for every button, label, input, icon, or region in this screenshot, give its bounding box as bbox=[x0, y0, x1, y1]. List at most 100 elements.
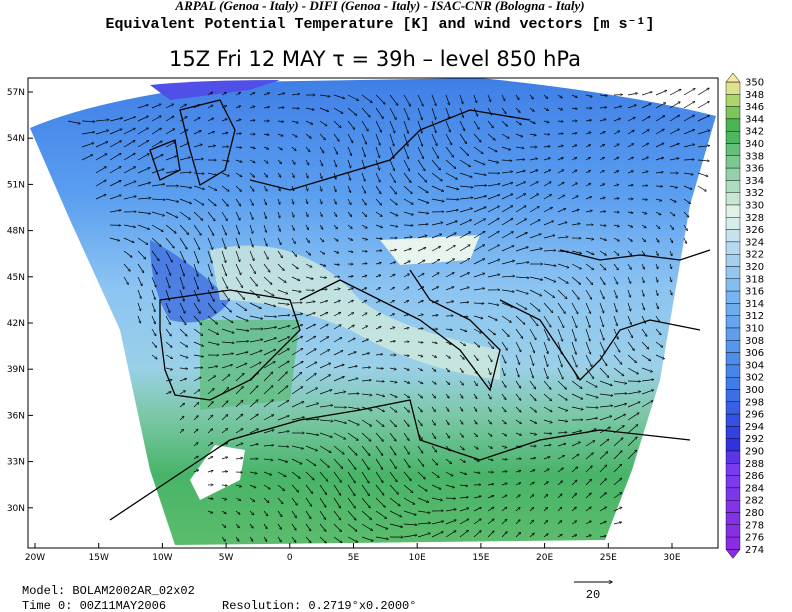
wind-vector bbox=[473, 288, 485, 291]
wind-vector bbox=[515, 247, 528, 252]
wind-vector bbox=[319, 120, 327, 126]
wind-vector bbox=[487, 354, 492, 362]
wind-vector bbox=[277, 276, 286, 282]
wind-vector bbox=[417, 133, 423, 146]
wind-vector bbox=[585, 145, 591, 148]
colorbar-label: 350 bbox=[745, 78, 764, 89]
wind-vector bbox=[347, 146, 352, 156]
lon-label: 20W bbox=[25, 553, 45, 563]
wind-vector bbox=[347, 159, 351, 168]
wind-vector bbox=[683, 159, 694, 160]
wind-vector bbox=[613, 302, 617, 312]
wind-vector bbox=[641, 302, 645, 310]
wind-vector bbox=[557, 134, 563, 135]
wind-vector bbox=[417, 393, 423, 398]
wind-vector bbox=[305, 237, 309, 243]
wind-vector bbox=[501, 419, 506, 424]
wind-vector bbox=[585, 263, 594, 270]
wind-vector bbox=[319, 211, 322, 217]
header-institutions: ARPAL (Genoa - Italy) - DIFI (Genoa - It… bbox=[174, 0, 584, 13]
wind-vector bbox=[459, 432, 463, 437]
wind-vector bbox=[445, 94, 449, 105]
wind-vector bbox=[109, 129, 122, 135]
wind-vector bbox=[109, 153, 121, 161]
wind-vector bbox=[417, 406, 422, 412]
wind-vector bbox=[333, 133, 339, 141]
wind-vector bbox=[571, 302, 578, 314]
wind-vector bbox=[165, 129, 175, 135]
wind-vector bbox=[627, 224, 633, 227]
warm-patch bbox=[200, 320, 300, 410]
wind-vector bbox=[347, 185, 351, 192]
wind-vector bbox=[627, 276, 631, 283]
wind-vector bbox=[655, 250, 658, 256]
wind-vector bbox=[656, 276, 658, 282]
wind-vector bbox=[417, 146, 424, 159]
wind-vector bbox=[417, 380, 423, 384]
wind-vector bbox=[697, 160, 709, 161]
wind-vector bbox=[655, 341, 663, 347]
wind-vector bbox=[445, 159, 456, 169]
wind-vector bbox=[627, 392, 641, 395]
wind-vector bbox=[249, 350, 262, 356]
wind-vector bbox=[403, 146, 409, 159]
masked-terrain bbox=[190, 445, 245, 500]
wind-vector bbox=[669, 115, 680, 122]
wind-vector bbox=[585, 197, 592, 200]
colorbar-label: 342 bbox=[745, 127, 764, 138]
wind-vector bbox=[193, 315, 202, 325]
wind-vector bbox=[333, 159, 337, 167]
colorbar-label: 336 bbox=[745, 164, 764, 175]
colorbar-bin bbox=[725, 290, 741, 304]
wind-vector bbox=[599, 107, 607, 108]
wind-vector bbox=[557, 146, 563, 148]
colorbar-bin bbox=[725, 500, 741, 513]
wind-vector bbox=[459, 198, 473, 200]
wind-vector bbox=[375, 340, 382, 343]
wind-vector bbox=[571, 94, 577, 97]
colorbar-bin bbox=[725, 81, 741, 95]
wind-vector bbox=[459, 94, 463, 104]
wind-vector bbox=[431, 120, 436, 133]
wind-vector bbox=[529, 380, 536, 389]
wind-vector bbox=[627, 117, 635, 122]
colorbar-bin bbox=[725, 130, 741, 144]
wind-vector bbox=[543, 302, 553, 313]
wind-vector bbox=[263, 289, 274, 296]
wind-vector bbox=[123, 140, 135, 148]
wind-vector bbox=[277, 401, 289, 408]
wind-vector bbox=[515, 302, 527, 309]
wind-vector bbox=[277, 185, 280, 191]
wind-vector bbox=[165, 263, 171, 275]
wind-vector bbox=[627, 171, 633, 174]
wind-vector bbox=[515, 328, 523, 338]
wind-vector bbox=[557, 367, 563, 379]
wind-vector bbox=[571, 380, 582, 389]
wind-vector bbox=[306, 185, 308, 191]
wind-vector bbox=[123, 250, 132, 257]
wind-vector bbox=[473, 380, 477, 386]
wind-vector bbox=[627, 328, 633, 338]
wind-vector bbox=[529, 234, 541, 239]
wind-vector bbox=[655, 237, 659, 242]
lon-label: 25E bbox=[600, 553, 617, 563]
colorbar-bin bbox=[725, 536, 741, 550]
wind-vector bbox=[277, 211, 280, 218]
wind-vector bbox=[375, 120, 381, 132]
wind-vector bbox=[179, 211, 190, 219]
wind-vector bbox=[235, 363, 247, 369]
wind-vector bbox=[487, 195, 500, 200]
wind-vector bbox=[375, 94, 385, 104]
wind-vector bbox=[249, 93, 255, 96]
wind-vector bbox=[641, 380, 654, 382]
wind-vector bbox=[123, 237, 134, 243]
wind-vector bbox=[319, 159, 323, 166]
wind-vector bbox=[249, 289, 260, 298]
wind-vector bbox=[319, 94, 330, 97]
wind-vector bbox=[599, 341, 605, 353]
wind-vector bbox=[179, 289, 184, 301]
wind-vector bbox=[613, 394, 627, 395]
wind-vector bbox=[487, 380, 492, 386]
wind-vector bbox=[599, 302, 604, 313]
wind-vector bbox=[207, 376, 216, 382]
